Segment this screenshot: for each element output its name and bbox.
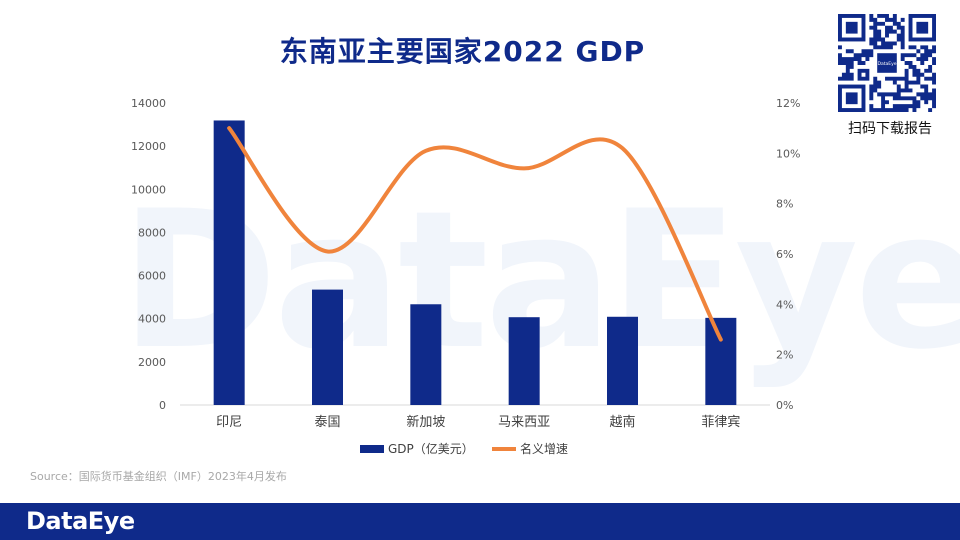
footer-logo: DataEye [26, 507, 135, 535]
y-left-tick-label: 4000 [138, 313, 166, 326]
bar-印尼 [213, 120, 245, 406]
qr-finder [845, 92, 858, 105]
qr-finder [916, 21, 929, 34]
y-left-tick-label: 8000 [138, 226, 166, 239]
qr-code[interactable]: DataEye [838, 14, 936, 112]
y-left-tick-label: 0 [159, 399, 166, 412]
bar-泰国 [312, 289, 343, 405]
y-left-tick-label: 10000 [131, 183, 166, 196]
bar-菲律宾 [705, 317, 737, 405]
x-tick-label: 印尼 [216, 415, 242, 430]
y-right-tick-label: 2% [776, 349, 793, 362]
qr-code-image: DataEye [838, 14, 936, 112]
qr-finder [845, 21, 858, 34]
legend-label-gdp: GDP（亿美元） [388, 441, 474, 456]
x-tick-label: 越南 [609, 414, 635, 430]
qr-center-logo [877, 53, 897, 73]
y-right-tick-label: 10% [776, 147, 800, 160]
chart: 0 2000 4000 6000 8000 10000 12000 14000 0% 2% 4% 6%… [131, 97, 800, 456]
y-right-tick-label: 8% [776, 198, 793, 211]
legend-swatch-gdp [360, 445, 384, 453]
x-tick-label: 马来西亚 [498, 415, 550, 430]
y-left-tick-label: 2000 [138, 356, 166, 369]
growth-line [227, 126, 723, 342]
qr-center-label: DataEye [877, 61, 896, 67]
y-left-tick-label: 14000 [131, 97, 166, 110]
y-right-tick-label: 0% [776, 399, 793, 412]
footer-bar: DataEye [0, 503, 960, 540]
source-note: Source：国际货币基金组织（IMF）2023年4月发布 [30, 470, 287, 483]
chart-title: 东南亚主要国家2022 GDP [279, 35, 646, 68]
y-right-tick-label: 6% [776, 248, 793, 261]
y-left-tick-label: 12000 [131, 140, 166, 153]
x-tick-label: 新加坡 [406, 414, 445, 430]
x-tick-label: 菲律宾 [701, 414, 740, 430]
legend-label-growth: 名义增速 [520, 441, 568, 456]
x-tick-label: 泰国 [314, 415, 340, 430]
y-right-tick-label: 4% [776, 298, 793, 311]
bar-马来西亚 [508, 317, 540, 405]
bar-越南 [607, 316, 638, 405]
qr-caption: 扫码下载报告 [848, 121, 932, 137]
bar-新加坡 [410, 304, 442, 405]
y-right-tick-label: 12% [776, 97, 800, 110]
y-left-tick-label: 6000 [138, 270, 166, 283]
